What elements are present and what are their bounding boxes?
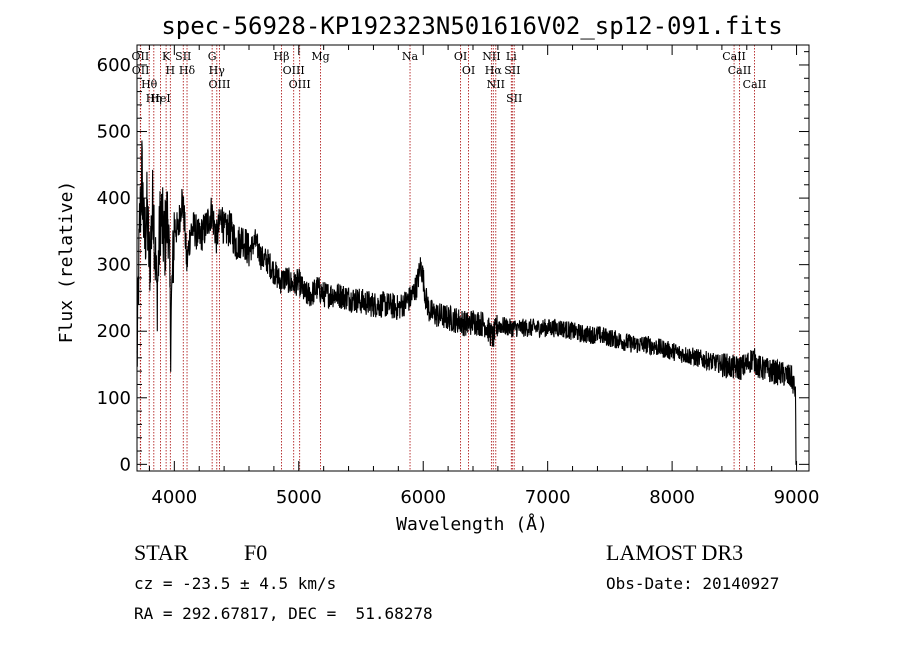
y-tick-label: 200 (97, 321, 131, 342)
object-class: STAR (134, 540, 189, 565)
line-label-oiii: OIII (283, 64, 305, 77)
obs-date: Obs-Date: 20140927 (606, 574, 780, 593)
line-label-hη: Hη (146, 92, 162, 105)
line-label-mg: Mg (311, 50, 329, 63)
coordinates: RA = 292.67817, DEC = 51.68278 (134, 604, 433, 623)
line-label-li: Li (506, 50, 517, 63)
y-tick-label: 100 (97, 388, 131, 409)
line-label-nii: NII (487, 78, 505, 91)
spectral-line-markers (139, 45, 755, 471)
line-label-sii: SII (175, 50, 191, 63)
line-label-h: H (166, 64, 176, 77)
y-axis-label: Flux (relative) (56, 181, 77, 344)
subclass: F0 (244, 540, 268, 565)
spectrum-trace (136, 140, 797, 465)
line-label-hγ: Hγ (209, 64, 226, 77)
line-label-sii: SII (506, 92, 522, 105)
x-tick-label: 4000 (151, 487, 197, 508)
line-label-oiii: OIII (208, 78, 230, 91)
line-label-nii: NII (482, 50, 500, 63)
line-label-hβ: Hβ (274, 50, 290, 63)
line-label-caii: CaII (722, 50, 746, 63)
line-label-oiii: OIII (289, 78, 311, 91)
line-label-oi: OI (462, 64, 475, 77)
line-label-na: Na (402, 50, 419, 63)
line-label-oii: OII (132, 64, 150, 77)
line-label-hα: Hα (485, 64, 503, 77)
redshift-info: cz = -23.5 ± 4.5 km/s (134, 574, 337, 593)
line-label-k: K (162, 50, 171, 63)
y-tick-label: 400 (97, 188, 131, 209)
y-axis: 0 100 200 300 400 500 600 (97, 51, 809, 475)
x-tick-label: 5000 (276, 487, 322, 508)
x-tick-label: 6000 (400, 487, 446, 508)
x-tick-label: 7000 (525, 487, 571, 508)
y-tick-label: 0 (120, 454, 131, 475)
line-label-hei: HeI (150, 92, 170, 105)
chart-title: spec-56928-KP192323N501616V02_sp12-091.f… (161, 12, 782, 40)
y-tick-label: 600 (97, 55, 131, 76)
line-label-caii: CaII (743, 78, 767, 91)
line-label-oii: OII (132, 50, 150, 63)
y-tick-label: 300 (97, 255, 131, 276)
survey-name: LAMOST DR3 (606, 540, 744, 565)
line-label-hθ: Hθ (141, 78, 158, 91)
line-label-oi: OI (454, 50, 467, 63)
x-tick-label: 9000 (774, 487, 820, 508)
x-axis: 4000 5000 6000 7000 8000 9000 (148, 45, 820, 508)
x-tick-label: 8000 (649, 487, 695, 508)
line-label-sii: SII (504, 64, 520, 77)
line-label-hδ: Hδ (179, 64, 196, 77)
x-axis-label: Wavelength (Å) (396, 513, 548, 535)
y-tick-label: 500 (97, 122, 131, 143)
line-label-caii: CaII (728, 64, 752, 77)
line-label-g: G (208, 50, 217, 63)
